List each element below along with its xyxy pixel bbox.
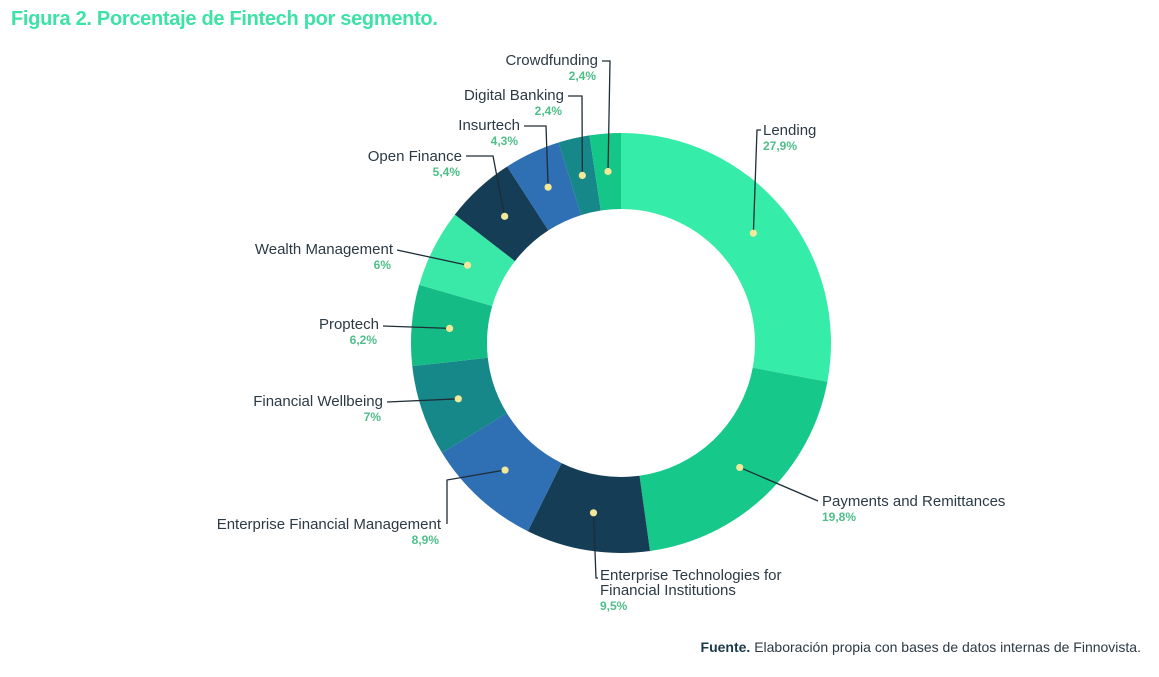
slice-value-lending: 27,9% (763, 139, 797, 153)
marker-dot-enterprise-fm (501, 466, 509, 474)
leader-line-open-finance (466, 155, 506, 217)
slice-insurtech (507, 142, 582, 231)
leader-lines (382, 60, 819, 579)
slice-enterprise-fm (442, 413, 562, 532)
source-label: Fuente. (700, 639, 751, 655)
slice-value-enterprise-fm: 8,9% (412, 533, 440, 547)
marker-dot-payments (736, 463, 744, 472)
slice-wealth-management (419, 214, 515, 306)
source-note: Fuente. Elaboración propia con bases de … (701, 639, 1141, 655)
leader-line-wealth-management (396, 249, 468, 266)
marker-dot-insurtech (544, 183, 552, 191)
slice-label-proptech: Proptech (319, 316, 379, 333)
slice-label-enterprise-tech: Enterprise Technologies for Financial Ins… (600, 567, 782, 599)
slice-label-enterprise-fm: Enterprise Financial Management (217, 516, 442, 533)
leader-line-financial-wellbeing (386, 398, 459, 403)
slice-label-wealth-management: Wealth Management (255, 241, 394, 258)
marker-dot-enterprise-tech (589, 509, 598, 517)
slice-label-open-finance: Open Finance (368, 148, 462, 165)
slice-value-wealth-management: 6% (374, 258, 392, 272)
marker-dot-proptech (446, 324, 454, 332)
slice-value-open-finance: 5,4% (433, 165, 461, 179)
marker-dot-wealth-management (463, 261, 472, 269)
slice-value-insurtech: 4,3% (491, 134, 519, 148)
leader-line-insurtech (524, 125, 549, 188)
marker-dot-crowdfunding (604, 167, 612, 176)
chart-title: Figura 2. Porcentaje de Fintech por segm… (11, 8, 438, 31)
slice-value-financial-wellbeing: 7% (364, 410, 382, 424)
slice-label-crowdfunding: Crowdfunding (505, 52, 598, 69)
slice-financial-wellbeing (412, 357, 507, 453)
chart-title-text: Porcentaje de Fintech por segmento. (96, 8, 438, 30)
slice-label-lending: Lending (763, 122, 816, 139)
slice-value-proptech: 6,2% (350, 333, 378, 347)
slice-enterprise-tech (527, 463, 650, 553)
slice-label-digital-banking: Digital Banking (464, 87, 564, 104)
leader-line-proptech (382, 325, 450, 330)
slice-value-digital-banking: 2,4% (535, 104, 563, 118)
marker-dot-lending (749, 229, 757, 237)
leader-line-crowdfunding (602, 60, 611, 172)
marker-dot-financial-wellbeing (454, 395, 462, 403)
leader-line-enterprise-fm (446, 469, 506, 524)
leader-line-digital-banking (568, 95, 583, 176)
slice-payments (639, 367, 828, 551)
slice-label-financial-wellbeing: Financial Wellbeing (253, 393, 383, 410)
donut-slices (411, 133, 832, 553)
marker-dot-digital-banking (578, 171, 586, 179)
leader-line-enterprise-tech (592, 512, 598, 579)
slice-lending (621, 133, 832, 382)
marker-dot-open-finance (501, 212, 509, 220)
slice-label-payments: Payments and Remittances (822, 493, 1005, 510)
slice-value-crowdfunding: 2,4% (569, 69, 597, 83)
slice-label-insurtech: Insurtech (458, 117, 520, 134)
leader-line-lending (752, 129, 761, 234)
slice-value-enterprise-tech: 9,5% (600, 599, 628, 613)
leader-line-payments (739, 466, 819, 502)
chart-title-prefix: Figura 2. (11, 8, 92, 30)
slice-open-finance (454, 166, 549, 262)
source-text: Elaboración propia con bases de datos in… (754, 639, 1141, 655)
slice-value-payments: 19,8% (822, 510, 856, 524)
